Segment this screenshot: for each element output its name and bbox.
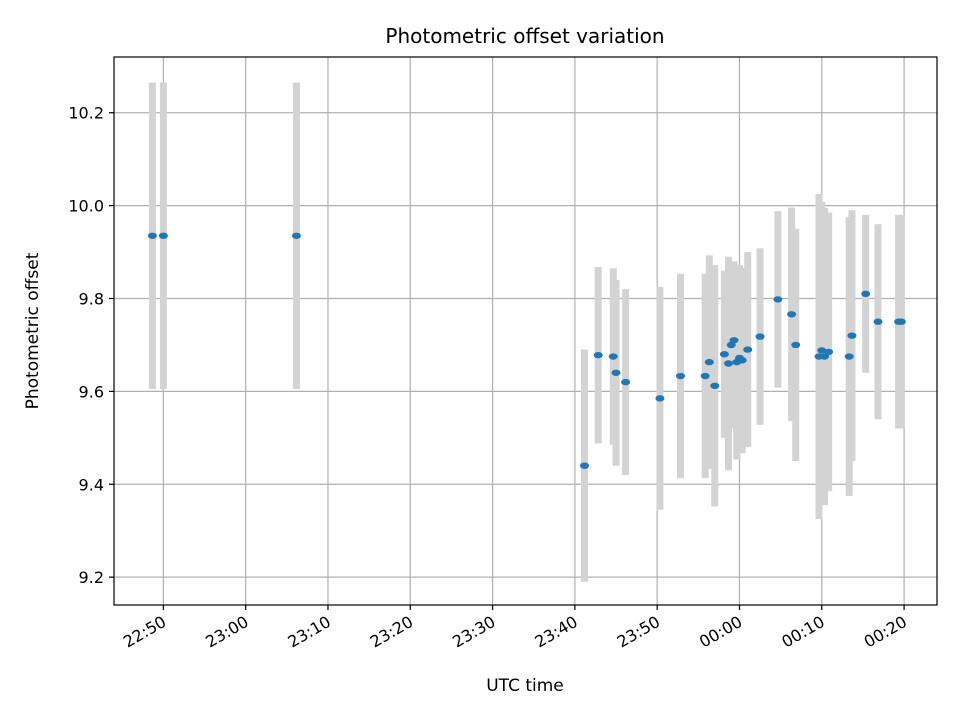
data-point <box>675 372 685 380</box>
data-points <box>147 232 906 469</box>
data-point <box>147 232 157 239</box>
data-point <box>724 360 734 367</box>
data-point <box>655 395 665 402</box>
data-point <box>755 333 765 340</box>
data-point <box>608 353 618 360</box>
plot-frame <box>113 56 938 606</box>
data-point <box>704 358 714 366</box>
y-tick-label: 9.4 <box>79 475 104 494</box>
data-point <box>579 462 589 469</box>
data-point <box>824 348 834 356</box>
y-tick-label: 9.2 <box>79 568 104 587</box>
data-point <box>791 341 801 349</box>
data-point <box>820 353 830 360</box>
data-point <box>729 337 739 344</box>
y-axis-title: Photometric offset <box>23 252 43 409</box>
data-point <box>611 369 621 376</box>
data-point <box>787 311 797 318</box>
data-point <box>896 318 906 325</box>
y-tick-label: 9.8 <box>79 289 104 308</box>
data-point <box>847 332 857 339</box>
y-axis-ticks: 9.2 9.4 9.6 9.8 10.0 10.2 <box>68 104 114 587</box>
data-point <box>621 378 631 386</box>
x-axis-title: UTC time <box>486 676 564 696</box>
data-point <box>873 318 883 325</box>
data-point <box>291 232 301 239</box>
data-point <box>158 232 168 239</box>
data-point <box>593 351 603 359</box>
data-point <box>719 351 729 358</box>
data-point <box>817 347 827 354</box>
y-tick-label: 9.6 <box>79 382 104 401</box>
chart-title: Photometric offset variation <box>385 24 664 48</box>
data-point <box>700 372 710 380</box>
data-point <box>861 290 871 298</box>
y-tick-label: 10.2 <box>68 104 104 123</box>
data-point <box>743 346 753 353</box>
data-point <box>737 357 747 364</box>
y-tick-label: 10.0 <box>68 197 104 216</box>
data-point <box>844 353 854 360</box>
data-point <box>710 382 720 389</box>
data-point <box>773 296 783 303</box>
